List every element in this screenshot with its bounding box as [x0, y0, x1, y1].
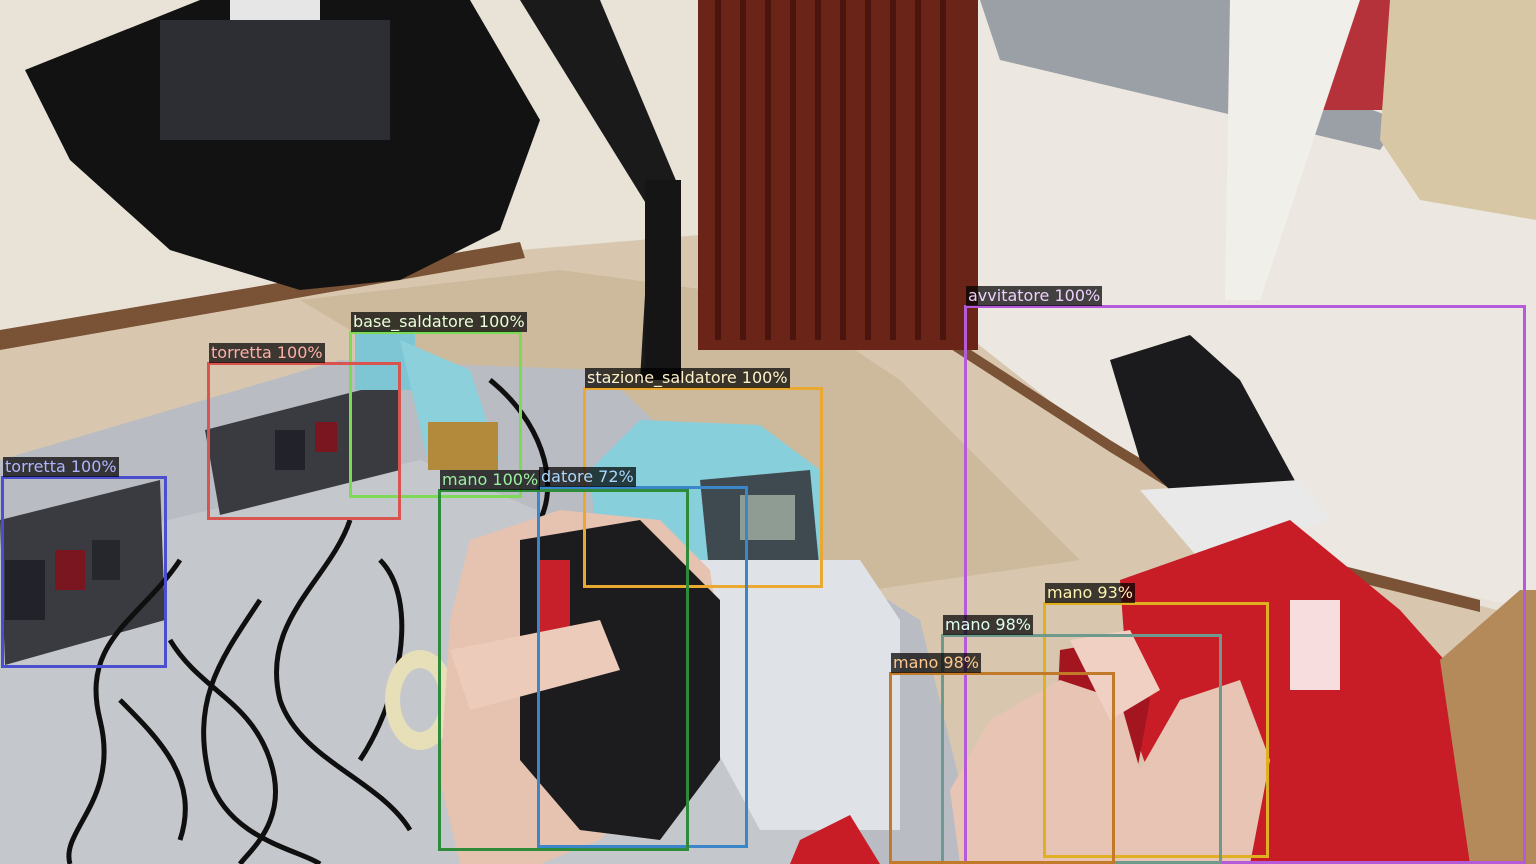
detection-label: torretta 100%	[3, 457, 119, 477]
detection-label: avvitatore 100%	[966, 286, 1103, 306]
detection-box-base-saldatore: base_saldatore 100%	[349, 312, 527, 498]
detection-label: base_saldatore 100%	[351, 312, 527, 332]
detection-label: mano 100%	[440, 470, 541, 490]
detection-box-saldatore: datore 72%	[537, 467, 748, 848]
detection-box-stazione-saldatore: stazione_saldatore 100%	[583, 368, 823, 588]
detection-label: stazione_saldatore 100%	[585, 368, 790, 388]
detection-label: mano 98%	[943, 615, 1033, 635]
detection-box-torretta: torretta 100%	[207, 343, 401, 520]
detection-box-mano: mano 100%	[438, 470, 689, 851]
detection-box-mano: mano 98%	[889, 653, 1115, 864]
detection-label: torretta 100%	[209, 343, 325, 363]
detection-label: mano 93%	[1045, 583, 1135, 603]
detection-label: datore 72%	[539, 467, 636, 487]
detection-box-torretta: torretta 100%	[1, 457, 167, 668]
detection-label: mano 98%	[891, 653, 981, 673]
detection-box-avvitatore: avvitatore 100%	[964, 286, 1526, 864]
detection-box-mano: mano 93%	[1043, 583, 1269, 858]
